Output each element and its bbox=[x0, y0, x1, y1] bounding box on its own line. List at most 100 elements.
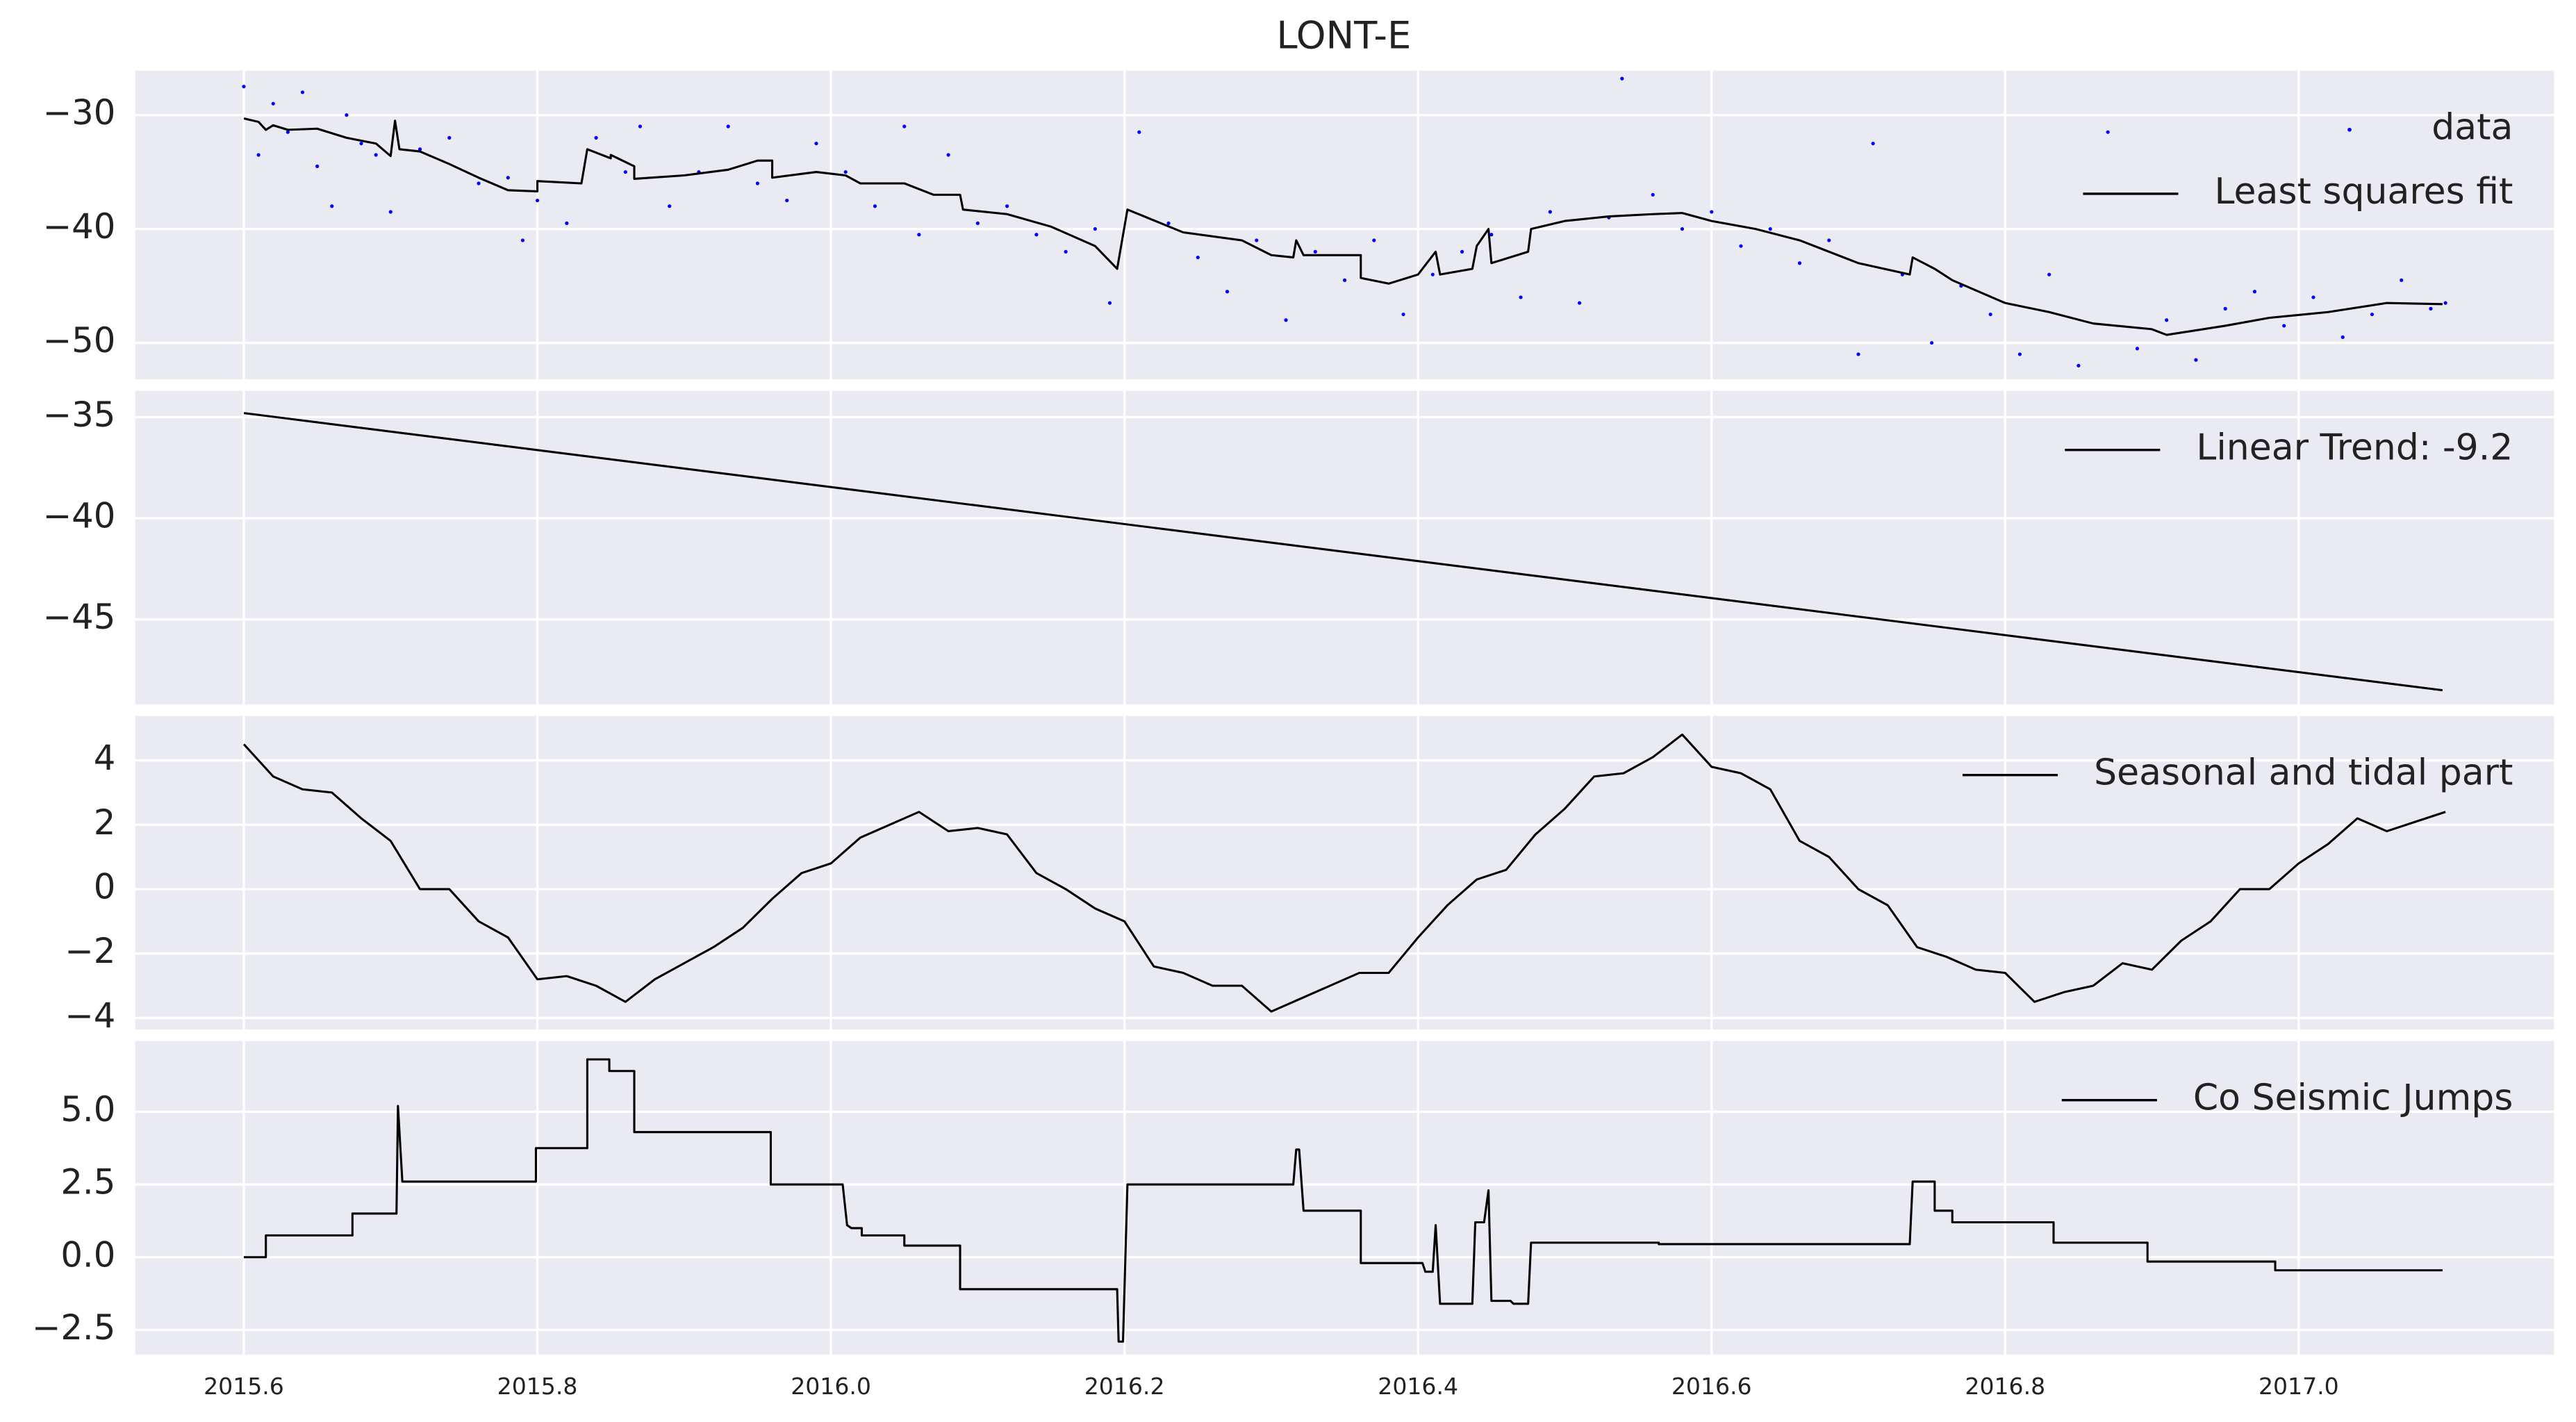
legend-label: Seasonal and tidal part bbox=[2094, 752, 2513, 794]
data-point bbox=[2282, 324, 2286, 328]
data-point bbox=[946, 153, 950, 157]
data-point bbox=[1827, 238, 1831, 242]
data-point bbox=[2370, 312, 2375, 317]
legend-label: Co Seismic Jumps bbox=[2193, 1077, 2513, 1119]
data-point bbox=[506, 176, 510, 180]
data-point bbox=[2340, 335, 2345, 339]
legend-label: data bbox=[2431, 107, 2513, 149]
data-point bbox=[271, 101, 275, 106]
data-point bbox=[623, 170, 627, 174]
y-tick-label: −40 bbox=[43, 206, 116, 247]
data-point bbox=[256, 153, 261, 157]
data-point bbox=[1005, 204, 1009, 208]
data-point bbox=[873, 204, 877, 208]
data-point bbox=[975, 221, 980, 225]
data-point bbox=[388, 210, 393, 214]
data-point bbox=[1166, 221, 1171, 225]
data-point bbox=[315, 164, 320, 168]
plot-area bbox=[135, 1041, 2554, 1355]
legend-label: Least squares fit bbox=[2215, 171, 2513, 213]
x-tick-label: 2016.2 bbox=[1084, 1373, 1165, 1400]
y-tick-label: 0 bbox=[94, 866, 116, 907]
data-point bbox=[477, 181, 481, 185]
data-point bbox=[755, 181, 760, 185]
data-point bbox=[2135, 347, 2140, 351]
x-tick-label: 2017.0 bbox=[2259, 1373, 2339, 1400]
data-point bbox=[814, 141, 818, 146]
y-tick-label: 0.0 bbox=[60, 1234, 115, 1275]
data-point bbox=[1093, 226, 1097, 231]
x-tick-label: 2015.8 bbox=[497, 1373, 578, 1400]
series-line bbox=[243, 1058, 2443, 1343]
data-point bbox=[447, 135, 452, 140]
data-point bbox=[917, 233, 921, 237]
x-tick-label: 2016.8 bbox=[1965, 1373, 2045, 1400]
data-point bbox=[2400, 278, 2404, 282]
data-point bbox=[1137, 130, 1141, 134]
data-point bbox=[242, 84, 246, 89]
data-point bbox=[1064, 249, 1068, 254]
y-tick-label: −40 bbox=[43, 496, 116, 536]
series-line bbox=[243, 412, 2443, 692]
data-point bbox=[2311, 295, 2315, 299]
data-point bbox=[2194, 358, 2198, 362]
data-point bbox=[1871, 141, 1875, 146]
y-tick-label: −45 bbox=[43, 597, 116, 637]
data-point bbox=[1651, 192, 1655, 197]
data-point bbox=[1460, 249, 1464, 254]
data-point bbox=[1034, 233, 1039, 237]
chart-title: LONT-E bbox=[1276, 14, 1411, 58]
data-point bbox=[1430, 272, 1435, 276]
y-tick-label: −50 bbox=[43, 320, 116, 361]
x-tick-label: 2016.0 bbox=[791, 1373, 871, 1400]
series-line bbox=[243, 117, 2443, 336]
data-point bbox=[843, 170, 848, 174]
data-point bbox=[1313, 249, 1317, 254]
data-point bbox=[1284, 318, 1288, 322]
y-tick-label: 2.5 bbox=[60, 1162, 115, 1202]
data-point bbox=[565, 221, 569, 225]
data-point bbox=[2165, 318, 2169, 322]
y-tick-label: −4 bbox=[65, 995, 115, 1036]
data-point bbox=[1372, 238, 1376, 242]
data-point bbox=[1797, 261, 1802, 265]
data-point bbox=[1225, 290, 1230, 294]
data-point bbox=[418, 147, 422, 151]
data-point bbox=[359, 141, 363, 146]
data-point bbox=[535, 198, 540, 203]
data-point bbox=[668, 204, 672, 208]
x-tick-label: 2015.6 bbox=[204, 1373, 284, 1400]
data-point bbox=[374, 153, 378, 157]
data-point bbox=[2047, 272, 2051, 276]
legend-marker bbox=[2347, 127, 2352, 132]
data-point bbox=[785, 198, 789, 203]
data-point bbox=[2429, 306, 2433, 311]
data-point bbox=[638, 124, 643, 129]
data-point bbox=[286, 130, 290, 134]
data-point bbox=[1988, 312, 1992, 317]
data-point bbox=[1739, 244, 1743, 248]
data-point bbox=[1196, 255, 1200, 260]
data-point bbox=[1577, 301, 1582, 305]
series-line bbox=[242, 733, 2446, 1013]
data-point bbox=[1107, 301, 1112, 305]
data-point bbox=[345, 113, 349, 117]
data-point bbox=[1548, 210, 1552, 214]
data-point bbox=[330, 204, 334, 208]
data-point bbox=[2077, 363, 2081, 367]
data-point bbox=[520, 238, 525, 242]
legend-label: Linear Trend: -9.2 bbox=[2196, 427, 2513, 469]
data-point bbox=[2443, 301, 2447, 305]
plot-area bbox=[135, 70, 2554, 380]
data-point bbox=[1680, 226, 1685, 231]
data-point bbox=[902, 124, 907, 129]
y-tick-label: 2 bbox=[94, 802, 116, 843]
data-point bbox=[1930, 340, 1934, 345]
data-point bbox=[726, 124, 730, 129]
y-tick-label: 4 bbox=[94, 738, 116, 778]
data-point bbox=[2252, 290, 2257, 294]
data-point bbox=[1489, 233, 1494, 237]
y-tick-label: −2 bbox=[65, 931, 115, 971]
data-point bbox=[594, 135, 598, 140]
